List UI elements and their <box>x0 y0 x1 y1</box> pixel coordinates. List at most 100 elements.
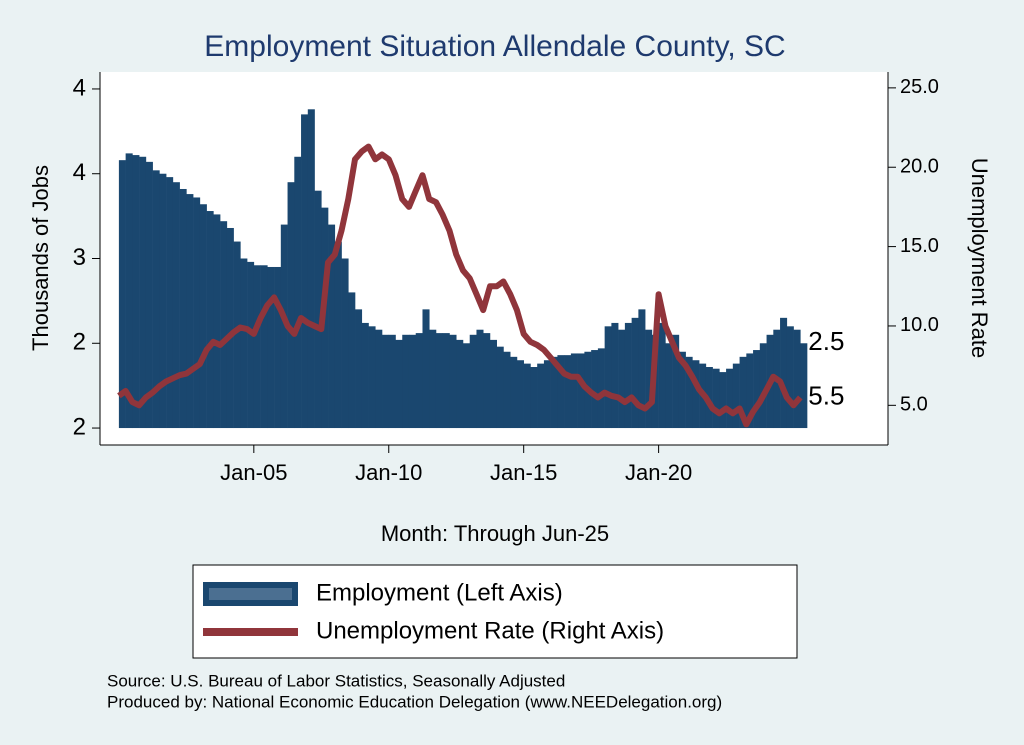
bar <box>672 334 680 429</box>
bar <box>685 356 693 429</box>
bar <box>145 161 153 429</box>
bar <box>645 329 653 429</box>
y-axis-title: Thousands of Jobs <box>28 165 53 351</box>
bar <box>199 204 207 429</box>
bar <box>301 114 309 429</box>
bar <box>220 221 228 429</box>
x-tick-label: Jan-10 <box>355 460 422 485</box>
bar <box>469 334 477 429</box>
bar <box>462 343 471 429</box>
bar <box>287 182 295 429</box>
bar <box>435 333 444 429</box>
bar <box>543 360 551 429</box>
bar <box>692 360 700 429</box>
bar <box>361 322 369 429</box>
legend-label: Employment (Left Axis) <box>316 579 563 606</box>
y2-tick-label: 20.0 <box>900 156 939 178</box>
bar <box>267 266 275 429</box>
x-tick-label: Jan-20 <box>625 460 692 485</box>
x-axis-title: Month: Through Jun-25 <box>381 521 609 546</box>
y2-axis-title: Unemployment Rate <box>967 158 992 359</box>
bar <box>638 309 646 429</box>
bar <box>429 329 437 429</box>
bar <box>537 363 545 429</box>
bar <box>476 329 484 429</box>
bar <box>368 326 376 429</box>
bar <box>712 368 720 429</box>
bar <box>678 351 686 429</box>
y-tick-label: 4 <box>73 74 86 101</box>
bar <box>570 353 578 429</box>
bar <box>597 348 605 429</box>
bar <box>348 292 356 429</box>
bar <box>314 190 322 429</box>
bar <box>172 182 180 429</box>
bar <box>408 334 417 429</box>
bar <box>746 353 754 429</box>
bar <box>159 173 167 429</box>
bar <box>611 322 619 429</box>
bar <box>328 224 336 429</box>
bar <box>193 197 201 429</box>
bar <box>739 356 747 429</box>
source-note: Source: U.S. Bureau of Labor Statistics,… <box>107 671 565 690</box>
end-label: 2.5 <box>808 326 844 356</box>
bar <box>786 326 794 429</box>
bar <box>516 360 524 429</box>
bar <box>294 156 302 429</box>
y2-tick-label: 25.0 <box>900 76 939 98</box>
bar <box>550 356 558 429</box>
bar <box>658 322 666 429</box>
bar <box>449 334 457 429</box>
bar <box>719 372 727 429</box>
bar <box>166 177 174 429</box>
bar <box>631 317 639 429</box>
bar <box>564 355 572 429</box>
bar <box>489 339 497 429</box>
bar <box>179 188 187 429</box>
bar <box>226 227 234 429</box>
credit-note: Produced by: National Economic Education… <box>107 692 722 711</box>
bar <box>382 334 390 429</box>
bar <box>260 265 268 429</box>
bar <box>456 339 464 429</box>
bar <box>618 329 626 429</box>
bar <box>422 309 430 429</box>
bar <box>206 211 214 429</box>
bar <box>402 334 410 429</box>
bar <box>604 326 612 429</box>
bar <box>240 258 248 429</box>
bar <box>233 241 241 429</box>
bar <box>152 170 160 429</box>
bar <box>125 153 133 429</box>
y-tick-label: 4 <box>73 159 86 186</box>
bar <box>442 333 450 429</box>
bar <box>496 346 504 429</box>
y-tick-label: 3 <box>73 244 86 271</box>
y2-tick-label: 15.0 <box>900 235 939 257</box>
x-tick-label: Jan-05 <box>220 460 287 485</box>
bar <box>726 368 734 429</box>
bar <box>375 329 383 429</box>
bar <box>510 356 518 429</box>
bar <box>577 353 585 429</box>
bar <box>307 109 315 429</box>
chart-title: Employment Situation Allendale County, S… <box>204 30 785 63</box>
x-tick-label: Jan-15 <box>490 460 557 485</box>
bar <box>186 194 194 429</box>
bar <box>274 266 282 429</box>
bar <box>213 214 221 429</box>
end-label: 5.5 <box>808 380 844 410</box>
y2-tick-label: 10.0 <box>900 314 939 336</box>
bar <box>253 265 261 429</box>
bar <box>118 160 126 429</box>
y-tick-label: 2 <box>73 413 86 440</box>
bar <box>415 333 423 429</box>
bar <box>665 343 673 429</box>
bar <box>334 241 342 429</box>
bar <box>341 258 349 429</box>
bar <box>247 261 255 429</box>
bar <box>591 350 599 429</box>
bar <box>139 156 147 429</box>
